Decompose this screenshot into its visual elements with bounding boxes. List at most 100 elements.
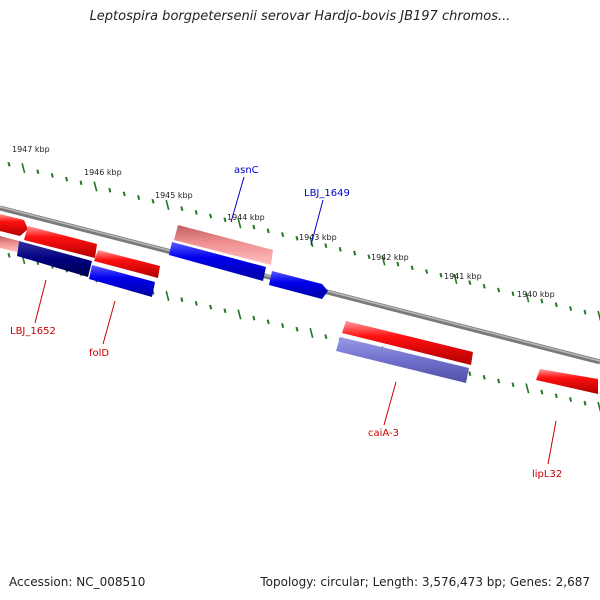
minor-tick bbox=[367, 254, 371, 260]
scale-label-1944: 1944 kbp bbox=[227, 213, 265, 222]
minor-tick bbox=[180, 297, 184, 303]
minor-tick bbox=[122, 191, 126, 197]
major-tick bbox=[237, 309, 242, 320]
gene-label-fold[interactable]: folD bbox=[89, 348, 109, 359]
minor-tick bbox=[65, 176, 69, 182]
minor-tick bbox=[180, 206, 184, 212]
minor-tick bbox=[410, 265, 414, 271]
major-tick bbox=[597, 310, 600, 321]
minor-tick bbox=[554, 393, 558, 399]
topology-text: Topology: circular; Length: 3,576,473 bp… bbox=[260, 575, 590, 589]
minor-tick bbox=[482, 283, 486, 289]
scale-ticks-upper bbox=[7, 161, 600, 321]
minor-tick bbox=[209, 304, 213, 310]
minor-tick bbox=[295, 326, 299, 332]
gene-feature-lbj1649[interactable] bbox=[269, 271, 328, 299]
minor-tick bbox=[338, 246, 342, 252]
minor-tick bbox=[209, 213, 213, 219]
gene-feature-upper-red-3[interactable] bbox=[342, 321, 473, 365]
minor-tick bbox=[468, 371, 472, 376]
gene-feature-upper-red-2[interactable] bbox=[94, 250, 160, 278]
major-tick bbox=[381, 255, 386, 266]
major-tick bbox=[453, 273, 458, 284]
scale-label-1947: 1947 kbp bbox=[12, 145, 50, 154]
gene-label-lipl32[interactable]: lipL32 bbox=[532, 469, 562, 480]
minor-tick bbox=[324, 334, 328, 340]
gene-feature-lower-blue-1[interactable] bbox=[169, 242, 266, 281]
minor-tick bbox=[324, 243, 328, 249]
minor-tick bbox=[266, 319, 270, 325]
leader-line-lbj1649 bbox=[310, 199, 324, 246]
minor-tick bbox=[252, 224, 256, 230]
major-tick bbox=[309, 327, 314, 338]
minor-tick bbox=[569, 306, 573, 311]
gene-label-asnc[interactable]: asnC bbox=[234, 165, 259, 176]
scale-label-1945: 1945 kbp bbox=[155, 191, 193, 200]
minor-tick bbox=[137, 195, 141, 200]
minor-tick bbox=[511, 382, 515, 388]
major-tick bbox=[93, 181, 98, 192]
minor-tick bbox=[151, 198, 155, 204]
minor-tick bbox=[396, 261, 400, 267]
gene-feature-upper-red-1[interactable] bbox=[24, 226, 97, 258]
minor-tick bbox=[583, 400, 587, 406]
minor-tick bbox=[108, 187, 112, 193]
minor-tick bbox=[425, 269, 429, 274]
major-tick bbox=[165, 199, 170, 210]
leader-line-lipl32 bbox=[547, 420, 557, 465]
gene-label-lbj1652[interactable]: LBJ_1652 bbox=[10, 326, 56, 337]
minor-tick bbox=[295, 235, 299, 241]
gene-feature-upper-left[interactable] bbox=[0, 214, 28, 236]
minor-tick bbox=[266, 228, 270, 234]
gene-feature-asnc[interactable] bbox=[174, 225, 273, 265]
major-tick bbox=[597, 401, 600, 412]
leader-line-asnc bbox=[230, 176, 245, 223]
minor-tick bbox=[7, 252, 11, 258]
minor-tick bbox=[540, 389, 544, 395]
minor-tick bbox=[554, 302, 558, 308]
leader-line-lbj1652 bbox=[34, 279, 47, 324]
minor-tick bbox=[511, 291, 515, 297]
leader-line-caia3 bbox=[383, 381, 397, 426]
scale-label-1940: 1940 kbp bbox=[517, 290, 555, 299]
minor-tick bbox=[497, 287, 501, 293]
minor-tick bbox=[540, 298, 544, 304]
minor-tick bbox=[194, 300, 198, 306]
minor-tick bbox=[50, 173, 54, 178]
minor-tick bbox=[194, 209, 198, 215]
leader-line-fold bbox=[102, 300, 116, 345]
major-tick bbox=[525, 383, 530, 394]
accession-text: Accession: NC_008510 bbox=[9, 575, 146, 589]
minor-tick bbox=[223, 217, 227, 223]
minor-tick bbox=[468, 280, 472, 285]
minor-tick bbox=[252, 315, 256, 321]
gene-label-caia3[interactable]: caiA-3 bbox=[368, 428, 399, 439]
minor-tick bbox=[281, 232, 285, 237]
major-tick bbox=[165, 290, 170, 301]
minor-tick bbox=[281, 323, 285, 328]
major-tick bbox=[21, 163, 26, 174]
scale-label-1942: 1942 kbp bbox=[371, 253, 409, 262]
major-tick bbox=[237, 218, 242, 229]
gene-feature-lbj1652[interactable] bbox=[17, 241, 92, 277]
major-tick bbox=[525, 292, 530, 303]
minor-tick bbox=[223, 308, 227, 314]
gene-feature-fold[interactable] bbox=[89, 265, 155, 297]
scale-label-1943: 1943 kbp bbox=[299, 233, 337, 242]
scale-label-1946: 1946 kbp bbox=[84, 168, 122, 177]
minor-tick bbox=[482, 374, 486, 380]
gene-feature-lower-pink[interactable] bbox=[0, 236, 19, 252]
gene-feature-caia3[interactable] bbox=[336, 337, 469, 383]
minor-tick bbox=[583, 309, 587, 315]
minor-tick bbox=[353, 250, 357, 256]
gene-feature-lipl32[interactable] bbox=[536, 369, 598, 394]
map-title: Leptospira borgpetersenii serovar Hardjo… bbox=[89, 9, 511, 24]
minor-tick bbox=[7, 161, 11, 167]
minor-tick bbox=[79, 180, 83, 186]
gene-label-lbj1649[interactable]: LBJ_1649 bbox=[304, 188, 350, 199]
minor-tick bbox=[439, 272, 443, 278]
minor-tick bbox=[569, 397, 573, 402]
minor-tick bbox=[36, 169, 40, 175]
scale-label-1941: 1941 kbp bbox=[444, 272, 482, 281]
